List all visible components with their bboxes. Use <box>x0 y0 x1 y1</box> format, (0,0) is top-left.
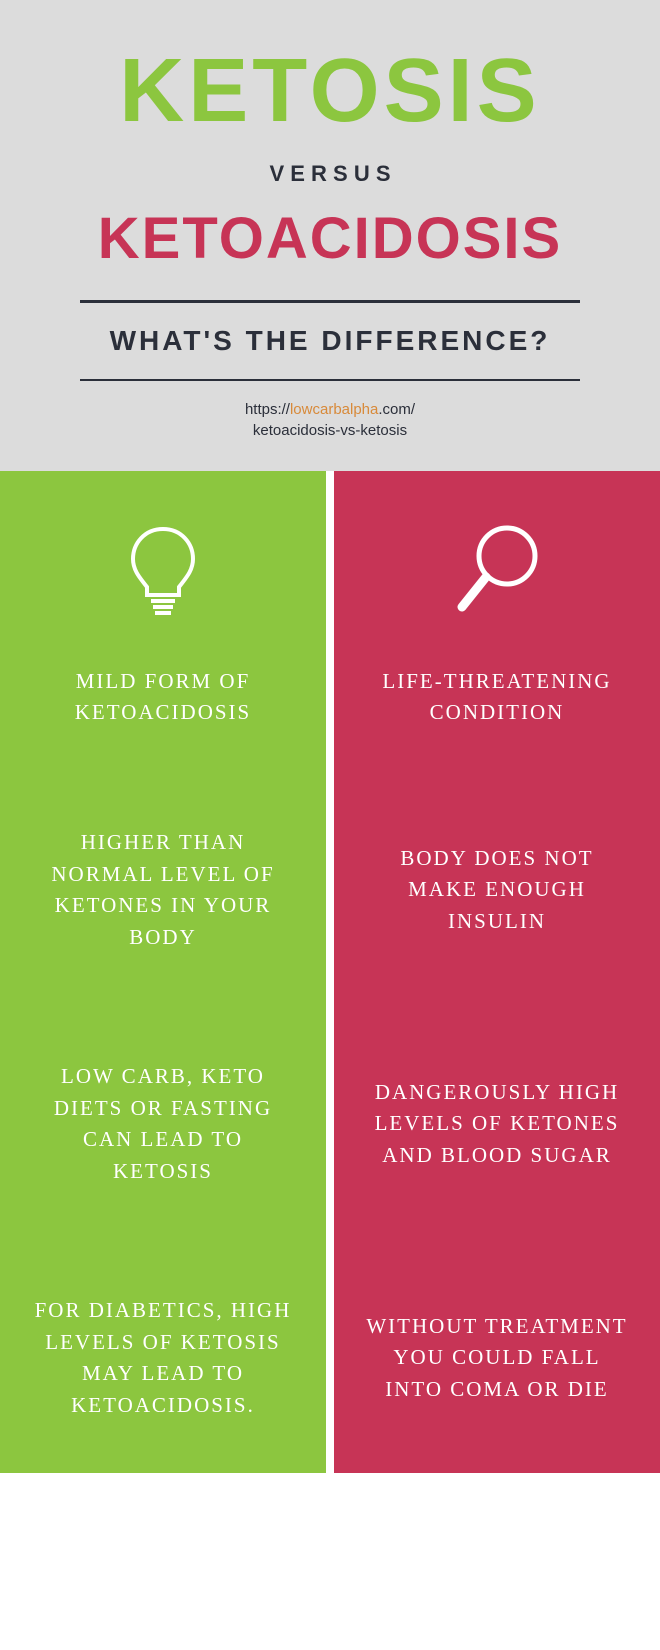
cell-right-3: WITHOUT TREATMENT YOU COULD FALL INTO CO… <box>334 1243 660 1473</box>
source-url: https://lowcarbalpha.com/ ketoacidosis-v… <box>30 399 630 441</box>
cell-text: MILD FORM OF KETOACIDOSIS <box>30 666 296 729</box>
cell-right-1: BODY DOES NOT MAKE ENOUGH INSULIN <box>334 775 660 1005</box>
column-ketosis: MILD FORM OF KETOACIDOSIS HIGHER THAN NO… <box>0 471 326 1473</box>
comparison-grid: MILD FORM OF KETOACIDOSIS HIGHER THAN NO… <box>0 471 660 1473</box>
divider-top <box>80 300 580 303</box>
cell-text: WITHOUT TREATMENT YOU COULD FALL INTO CO… <box>364 1311 630 1406</box>
url-protocol: https:// <box>245 401 290 418</box>
infographic-page: KETOSIS V E R S U S KETOACIDOSIS WHAT'S … <box>0 0 660 1473</box>
subtitle: WHAT'S THE DIFFERENCE? <box>30 325 630 357</box>
cell-text: LIFE-THREATENING CONDITION <box>364 666 630 729</box>
url-domain: lowcarbalpha <box>290 401 378 418</box>
cell-left-2: LOW CARB, KETO DIETS OR FASTING CAN LEAD… <box>0 1009 326 1239</box>
header-block: KETOSIS V E R S U S KETOACIDOSIS WHAT'S … <box>0 0 660 471</box>
cell-text: FOR DIABETICS, HIGH LEVELS OF KETOSIS MA… <box>30 1295 296 1421</box>
cell-left-0: MILD FORM OF KETOACIDOSIS <box>0 471 326 771</box>
cell-text: DANGEROUSLY HIGH LEVELS OF KETONES AND B… <box>364 1077 630 1172</box>
url-path: ketoacidosis-vs-ketosis <box>253 422 407 439</box>
cell-right-0: LIFE-THREATENING CONDITION <box>334 471 660 771</box>
divider-bottom <box>80 379 580 381</box>
cell-right-2: DANGEROUSLY HIGH LEVELS OF KETONES AND B… <box>334 1009 660 1239</box>
bulb-icon <box>123 521 203 631</box>
cell-text: LOW CARB, KETO DIETS OR FASTING CAN LEAD… <box>30 1061 296 1187</box>
cell-left-1: HIGHER THAN NORMAL LEVEL OF KETONES IN Y… <box>0 775 326 1005</box>
title-ketosis: KETOSIS <box>30 40 630 143</box>
cell-text: HIGHER THAN NORMAL LEVEL OF KETONES IN Y… <box>30 827 296 953</box>
cell-text: BODY DOES NOT MAKE ENOUGH INSULIN <box>364 843 630 938</box>
title-ketoacidosis: KETOACIDOSIS <box>30 205 630 272</box>
url-suffix: .com/ <box>378 401 415 418</box>
magnifier-icon <box>452 521 542 631</box>
column-ketoacidosis: LIFE-THREATENING CONDITION BODY DOES NOT… <box>334 471 660 1473</box>
cell-left-3: FOR DIABETICS, HIGH LEVELS OF KETOSIS MA… <box>0 1243 326 1473</box>
versus-label: V E R S U S <box>30 161 630 187</box>
